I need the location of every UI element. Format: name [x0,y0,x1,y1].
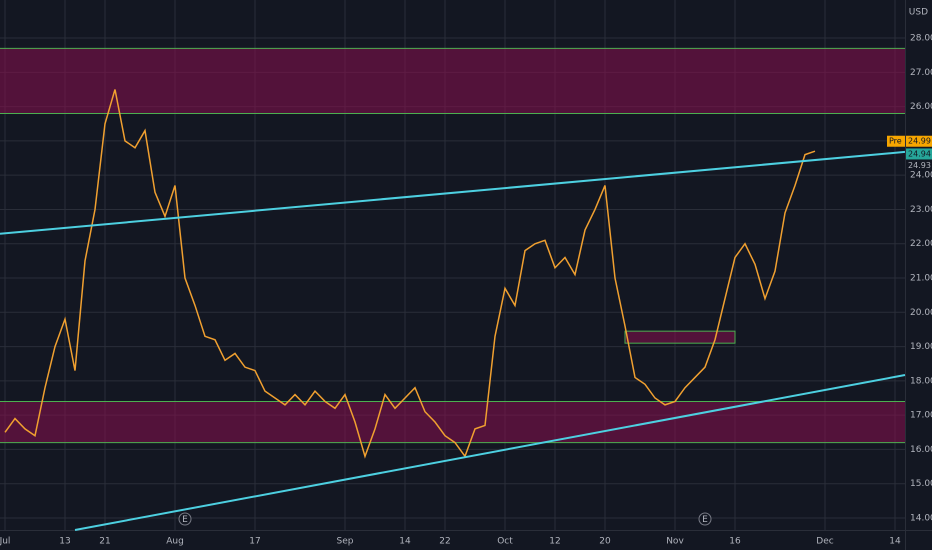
earnings-label: E [182,515,188,525]
y-tick-label: 24.00 [910,171,932,181]
y-tick-label: 18.00 [910,376,932,386]
x-tick-label: 13 [59,537,70,547]
price-tag [906,135,932,147]
zone [0,48,905,114]
y-tick-label: 27.00 [910,68,932,78]
y-tick-label: 17.00 [910,411,932,421]
x-tick-label: 21 [99,537,110,547]
price-tag [906,148,932,160]
x-tick-label: 20 [599,537,611,547]
y-tick-label: 14.00 [910,514,932,524]
earnings-marker [698,512,712,526]
x-tick-label: Sep [337,537,354,547]
price-tag-label: Pre [889,137,902,146]
x-tick-label: 16 [729,537,741,547]
y-tick-label: 21.00 [910,274,932,284]
y-tick-label: 15.00 [910,479,932,489]
price-line [4,89,816,459]
x-tick-label: Jul [0,537,10,547]
zone [0,401,905,443]
y-tick-label: 26.00 [910,102,932,112]
x-tick-label: 22 [439,537,450,547]
y-tick-label: 28.00 [910,34,932,44]
price-tag-label: 24.94 [908,149,931,158]
currency-label: USD [909,8,928,18]
x-tick-label: 14 [399,537,411,547]
x-tick-label: 14 [889,537,901,547]
x-tick-label: Dec [816,537,833,547]
y-tick-label: 22.00 [910,239,932,249]
y-tick-label: 16.00 [910,445,932,455]
x-tick-label: 17 [249,537,260,547]
x-tick-label: Nov [666,537,684,547]
earnings-label: E [702,515,708,525]
box [624,330,736,344]
earnings-marker [178,512,192,526]
y-tick-label: 20.00 [910,308,932,318]
trendline [0,150,906,235]
price-tag [906,159,932,171]
x-tick-label: 12 [549,537,560,547]
trendline [74,374,906,531]
x-tick-label: Oct [497,537,513,547]
price-tag-label: 24.93 [908,161,931,170]
y-tick-label: 19.00 [910,342,932,352]
price-tag-label: 24.99 [908,137,931,146]
price-tag [887,135,905,147]
x-tick-label: Aug [166,537,184,547]
y-tick-label: 23.00 [910,205,932,215]
